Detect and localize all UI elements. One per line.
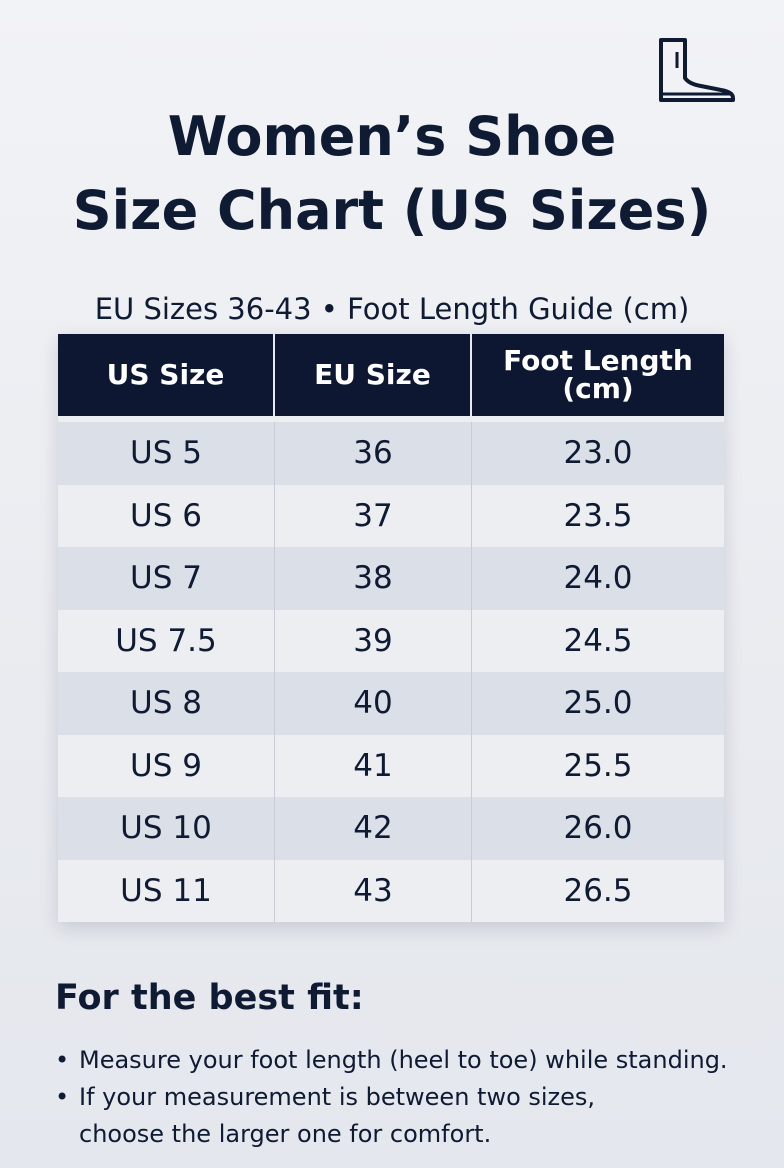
table-cell: 40 bbox=[275, 672, 472, 735]
table-cell: US 7 bbox=[58, 547, 275, 610]
table-cell: US 7.5 bbox=[58, 609, 275, 672]
table-cell: 26.5 bbox=[563, 872, 633, 909]
title: Women’s Shoe Size Chart (US Sizes) bbox=[0, 100, 784, 248]
table-row: US 10 42 26.0 bbox=[58, 797, 724, 860]
table-cell: 25.5 bbox=[563, 747, 633, 784]
table-cell: US 9 bbox=[58, 734, 275, 797]
table-cell: 25.0 bbox=[563, 685, 633, 722]
column-header: Foot Length (cm) bbox=[503, 344, 693, 405]
tip-item: If your measurement is between two sizes… bbox=[55, 1079, 619, 1153]
table-cell: US 8 bbox=[58, 672, 275, 735]
tips-heading: For the best fit: bbox=[55, 978, 364, 1018]
table-cell: 41 bbox=[275, 734, 472, 797]
table-row: US 5 36 23.0 bbox=[58, 422, 724, 485]
table-cell: 37 bbox=[275, 484, 472, 547]
table-cell: 23.5 bbox=[563, 497, 633, 534]
column-header: US Size bbox=[58, 334, 275, 416]
table-row: US 7 38 24.0 bbox=[58, 547, 724, 610]
table-cell: US 11 bbox=[58, 859, 275, 922]
title-line: Women’s Shoe bbox=[167, 105, 617, 168]
table-cell: 36 bbox=[275, 422, 472, 485]
title-line: Size Chart (US Sizes) bbox=[72, 179, 712, 242]
table-row: US 9 41 25.5 bbox=[58, 734, 724, 797]
table-cell: 39 bbox=[275, 609, 472, 672]
table-cell: 26.0 bbox=[563, 810, 633, 847]
table-cell: 42 bbox=[275, 797, 472, 860]
table-cell: US 5 bbox=[58, 422, 275, 485]
table-body: US 5 36 23.0 US 6 37 23.5 US 7 38 24.0 US 7.5 39 24… bbox=[58, 422, 724, 922]
table-cell: 24.5 bbox=[563, 622, 633, 659]
table-row: US 11 43 26.5 bbox=[58, 859, 724, 922]
table-cell: US 10 bbox=[58, 797, 275, 860]
header-row: US Size EU Size Foot Length (cm) bbox=[58, 334, 724, 416]
table-cell: 24.0 bbox=[563, 560, 633, 597]
boot-icon bbox=[659, 38, 735, 102]
tips-list: Measure your foot length (heel to toe) w… bbox=[55, 1042, 755, 1153]
column-header: EU Size bbox=[275, 334, 472, 416]
tip-item: Measure your foot length (heel to toe) w… bbox=[55, 1042, 779, 1079]
table-cell: 23.0 bbox=[563, 435, 633, 472]
table-row: US 6 37 23.5 bbox=[58, 484, 724, 547]
size-table: US Size EU Size Foot Length (cm) US 5 36 23.… bbox=[58, 334, 724, 922]
table-cell: US 6 bbox=[58, 484, 275, 547]
subtitle: EU Sizes 36-43 • Foot Length Guide (cm) bbox=[94, 292, 690, 326]
table-row: US 8 40 25.0 bbox=[58, 672, 724, 735]
table-cell: 43 bbox=[275, 859, 472, 922]
table-row: US 7.5 39 24.5 bbox=[58, 609, 724, 672]
table-cell: 38 bbox=[275, 547, 472, 610]
